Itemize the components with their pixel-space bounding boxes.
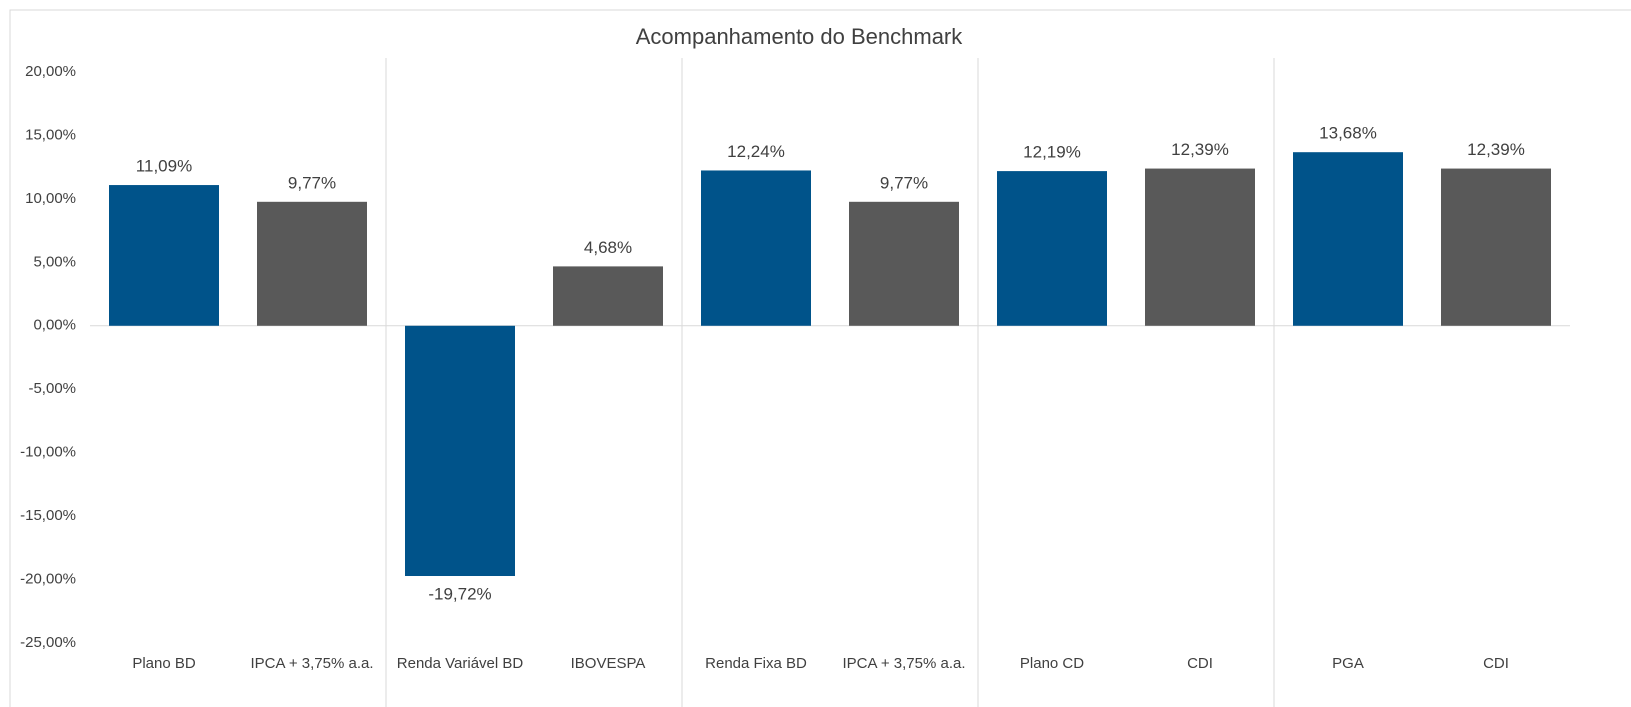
x-tick-label: IPCA + 3,75% a.a. [843, 655, 966, 672]
bar [109, 185, 219, 326]
y-tick-label: -15,00% [20, 507, 76, 524]
y-tick-label: 15,00% [25, 126, 76, 143]
data-label: 12,39% [1171, 140, 1229, 159]
y-tick-label: 5,00% [33, 253, 76, 270]
bar [997, 171, 1107, 326]
y-tick-label: -20,00% [20, 571, 76, 588]
x-tick-label: PGA [1332, 655, 1364, 672]
bar [1441, 168, 1551, 326]
x-tick-label: Renda Variável BD [397, 655, 524, 672]
y-tick-label: -5,00% [28, 380, 76, 397]
data-label: 9,77% [880, 173, 928, 192]
y-tick-label: 0,00% [33, 317, 76, 334]
data-label: 12,19% [1023, 143, 1081, 162]
data-label: 12,24% [727, 142, 785, 161]
x-tick-label: Plano BD [132, 655, 196, 672]
bar [701, 170, 811, 326]
x-tick-label: IPCA + 3,75% a.a. [251, 655, 374, 672]
data-label: 4,68% [584, 238, 632, 257]
y-tick-label: 10,00% [25, 190, 76, 207]
bar [553, 266, 663, 326]
data-label: -19,72% [428, 584, 491, 603]
data-label: 12,39% [1467, 140, 1525, 159]
data-label: 9,77% [288, 173, 336, 192]
y-tick-label: -25,00% [20, 634, 76, 651]
bar [257, 201, 367, 326]
chart-frame [9, 9, 1631, 707]
bar [405, 325, 515, 577]
bar [1293, 152, 1403, 326]
bar [849, 201, 959, 326]
x-tick-label: Plano CD [1020, 655, 1084, 672]
chart-title: Acompanhamento do Benchmark [636, 24, 964, 49]
x-tick-label: CDI [1187, 655, 1213, 672]
y-tick-label: -10,00% [20, 444, 76, 461]
data-label: 11,09% [136, 157, 192, 176]
y-tick-label: 20,00% [25, 63, 76, 80]
x-tick-label: CDI [1483, 655, 1509, 672]
bar [1145, 168, 1255, 326]
data-label: 13,68% [1319, 124, 1377, 143]
x-tick-label: Renda Fixa BD [705, 655, 807, 672]
x-tick-label: IBOVESPA [571, 655, 646, 672]
